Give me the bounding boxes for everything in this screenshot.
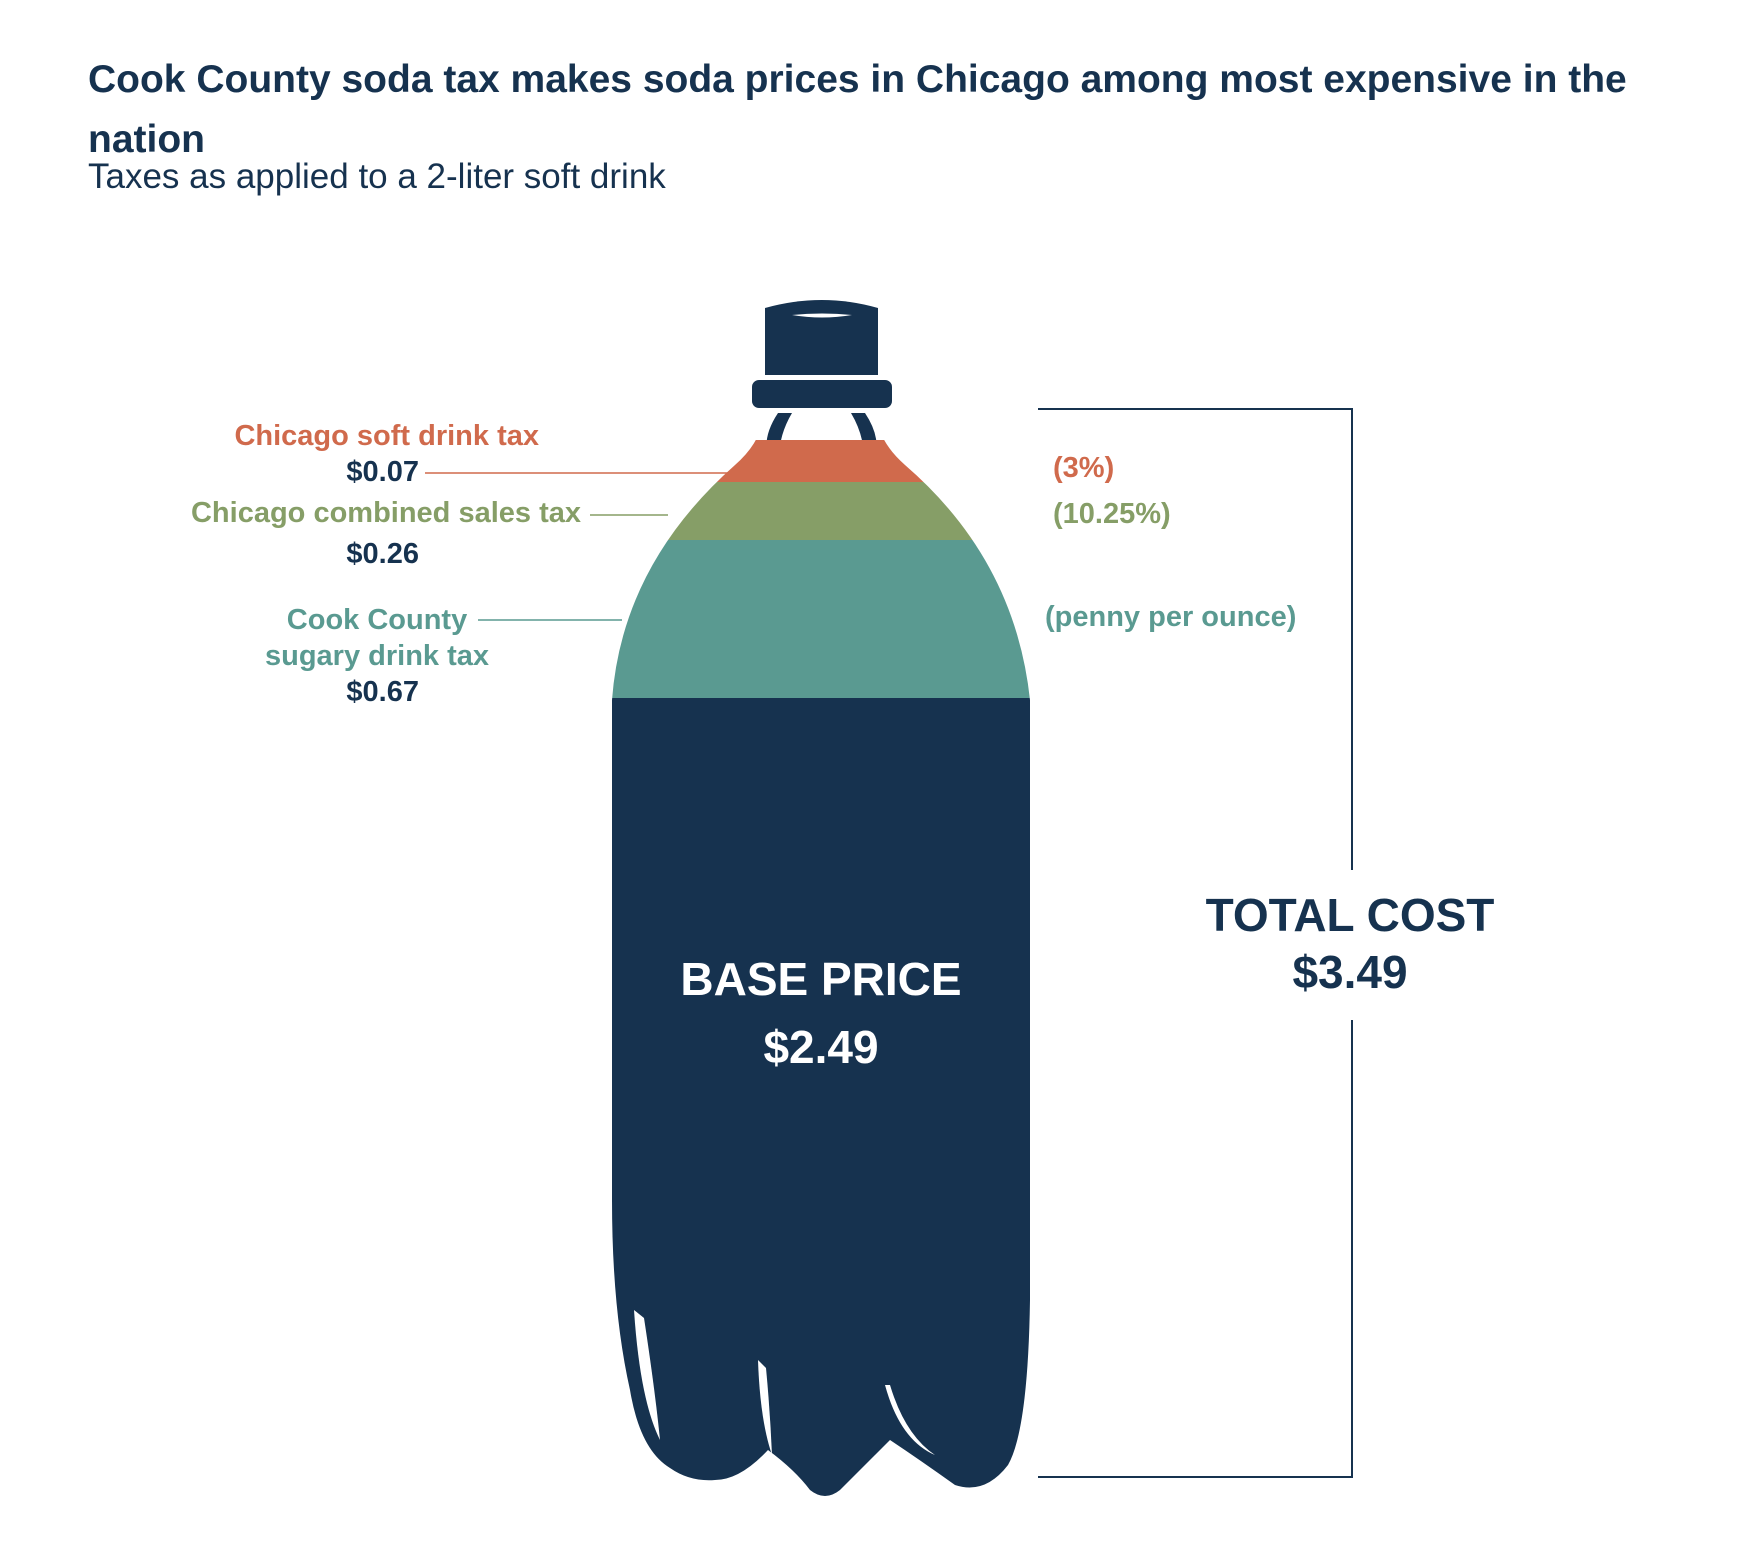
bottle-cap — [765, 300, 878, 375]
base-price-value: $2.49 — [763, 1021, 879, 1073]
label-soft-drink-tax: Chicago soft drink tax — [234, 420, 539, 452]
total-cost-label: TOTAL COST — [1205, 889, 1495, 941]
band-base-price — [612, 698, 1030, 1496]
total-bracket-top — [1038, 408, 1353, 870]
value-sugary-drink-tax: $0.67 — [346, 676, 419, 708]
total-bracket-bottom — [1038, 1020, 1353, 1478]
base-price-label: BASE PRICE — [680, 953, 962, 1005]
label-sugary-drink-tax: Cook County sugary drink tax — [264, 604, 490, 672]
rate-sales-tax: (10.25%) — [1053, 498, 1171, 530]
label-sales-tax: Chicago combined sales tax — [190, 497, 581, 529]
total-cost-value: $3.49 — [1292, 946, 1408, 998]
bottom-highlight-2 — [758, 1360, 772, 1455]
value-sales-tax: $0.26 — [346, 538, 419, 570]
chart-title: Cook County soda tax makes soda prices i… — [88, 58, 1627, 161]
rate-soft-drink-tax: (3%) — [1053, 452, 1115, 484]
band-chicago-combined-sales-tax — [612, 482, 1030, 540]
rate-sugary-drink-tax: (penny per ounce) — [1045, 601, 1297, 633]
value-soft-drink-tax: $0.07 — [346, 456, 419, 488]
bottom-highlight-1 — [634, 1310, 660, 1440]
bottle-collar — [752, 380, 892, 408]
cap-highlight — [792, 313, 852, 318]
bottom-highlight-3 — [885, 1385, 935, 1455]
band-chicago-soft-drink-tax — [612, 440, 1030, 482]
band-cook-county-sugary-drink-tax — [612, 540, 1030, 698]
chart-subtitle: Taxes as applied to a 2-liter soft drink — [88, 157, 666, 196]
